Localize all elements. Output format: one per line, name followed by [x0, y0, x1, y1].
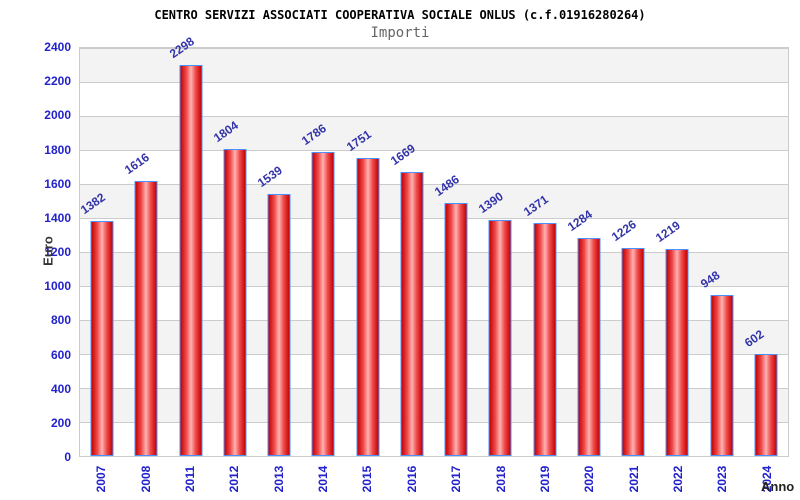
bar-slot-2016: 1669 — [387, 48, 434, 456]
x-tick-2017: 2017 — [449, 465, 464, 493]
value-label-2007: 1382 — [77, 190, 108, 218]
chart-subtitle: Importi — [370, 25, 430, 41]
bar-2021 — [621, 247, 645, 456]
x-tick-2014: 2014 — [316, 465, 331, 493]
bar-slot-2021: 1226 — [608, 48, 655, 456]
x-tick-2020: 2020 — [582, 465, 597, 493]
x-tick-slot-2021: 2021 — [612, 459, 656, 499]
bar-slot-2012: 1804 — [210, 48, 257, 456]
bar-2016 — [400, 172, 424, 456]
y-tick-600: 600 — [50, 347, 71, 362]
bar-2014 — [311, 152, 335, 456]
bar-2013 — [267, 194, 291, 456]
y-tick-800: 800 — [50, 313, 71, 328]
bar-slot-2014: 1786 — [299, 48, 345, 456]
bar-slot-2007: 1382 — [77, 48, 124, 456]
y-axis-tick-labels: 0 200 400 600 800 1000 1200 1400 1600 1800 2000 220… — [0, 40, 71, 464]
x-tick-slot-2011: 2011 — [168, 459, 212, 499]
y-tick-1000: 1000 — [44, 279, 71, 294]
value-label-2013: 1539 — [254, 163, 285, 191]
bar-slot-2020: 1284 — [564, 48, 611, 456]
value-label-2019: 1371 — [520, 192, 551, 219]
bar-2024 — [754, 353, 778, 456]
bar-slot-2015: 1751 — [343, 48, 390, 456]
y-tick-1200: 1200 — [44, 245, 71, 259]
bar-slot-2022: 1219 — [653, 48, 699, 456]
value-label-2020: 1284 — [564, 206, 595, 234]
y-tick-2000: 2000 — [44, 108, 71, 123]
x-tick-2016: 2016 — [404, 465, 419, 493]
x-tick-2013: 2013 — [271, 465, 286, 493]
bars-container: 1382 1616 2298 1804 1539 1786 1751 1669 1486 1390… — [77, 35, 788, 456]
y-axis-title: Euro — [40, 236, 56, 266]
bar-2017 — [444, 203, 468, 456]
x-tick-slot-2007: 2007 — [79, 459, 123, 499]
x-axis-title: Anno — [761, 479, 795, 494]
bar-2023 — [710, 294, 734, 456]
x-tick-2012: 2012 — [227, 465, 242, 493]
y-tick-2200: 2200 — [44, 74, 71, 89]
bar-2018 — [488, 219, 512, 456]
bar-2007 — [90, 221, 114, 456]
value-label-2008: 1616 — [122, 150, 153, 178]
value-label-2014: 1786 — [299, 121, 330, 149]
bar-slot-2018: 1390 — [476, 48, 522, 456]
x-tick-slot-2020: 2020 — [567, 459, 611, 499]
y-tick-0: 0 — [64, 450, 71, 464]
bar-2019 — [533, 222, 557, 456]
bar-2008 — [134, 181, 158, 456]
bar-slot-2017: 1486 — [431, 48, 478, 456]
x-tick-slot-2018: 2018 — [478, 459, 522, 499]
x-tick-slot-2016: 2016 — [390, 459, 434, 499]
x-tick-slot-2013: 2013 — [257, 459, 301, 499]
x-tick-2018: 2018 — [493, 465, 508, 493]
value-label-2018: 1390 — [476, 188, 507, 216]
bar-2011 — [179, 65, 203, 456]
x-tick-slot-2017: 2017 — [434, 459, 478, 499]
x-tick-2023: 2023 — [715, 465, 730, 493]
value-label-2015: 1751 — [343, 127, 374, 155]
bar-2012 — [223, 149, 247, 456]
y-tick-1600: 1600 — [44, 176, 71, 191]
y-tick-200: 200 — [50, 415, 71, 430]
x-tick-2008: 2008 — [138, 465, 153, 493]
bar-slot-2023: 948 — [697, 48, 744, 456]
x-tick-2011: 2011 — [182, 465, 197, 493]
y-tick-400: 400 — [50, 381, 71, 396]
bar-slot-2011: 2298 — [166, 35, 213, 456]
x-tick-2019: 2019 — [537, 465, 552, 493]
x-tick-2021: 2021 — [626, 465, 641, 493]
y-tick-2400: 2400 — [44, 40, 71, 54]
x-tick-2022: 2022 — [671, 465, 686, 493]
value-label-2022: 1219 — [653, 217, 684, 245]
bar-2015 — [356, 158, 380, 456]
x-tick-slot-2019: 2019 — [523, 459, 567, 499]
x-tick-slot-2022: 2022 — [656, 459, 700, 499]
x-tick-slot-2008: 2008 — [123, 459, 167, 499]
bar-slot-2019: 1371 — [520, 48, 567, 456]
x-axis-tick-labels: 2007 2008 2011 2012 2013 2014 2015 2016 2017 2018… — [79, 459, 789, 499]
value-label-2023: 948 — [697, 267, 722, 291]
bar-slot-2008: 1616 — [122, 48, 168, 456]
y-tick-1400: 1400 — [44, 210, 71, 225]
value-label-2024: 602 — [741, 326, 767, 350]
value-label-2017: 1486 — [431, 172, 462, 200]
value-label-2021: 1226 — [608, 216, 639, 244]
x-tick-slot-2015: 2015 — [345, 459, 389, 499]
plot-area: 1382 1616 2298 1804 1539 1786 1751 1669 1486 1390… — [77, 35, 789, 457]
x-tick-2007: 2007 — [94, 465, 109, 493]
bar-slot-2013: 1539 — [254, 48, 301, 456]
value-label-2012: 1804 — [210, 118, 241, 146]
bar-slot-2024: 602 — [741, 48, 788, 456]
bar-2022 — [665, 248, 689, 456]
x-tick-slot-2023: 2023 — [700, 459, 744, 499]
y-tick-1800: 1800 — [44, 142, 71, 157]
chart-title: CENTRO SERVIZI ASSOCIATI COOPERATIVA SOC… — [154, 8, 646, 22]
bar-2020 — [577, 237, 601, 456]
value-label-2016: 1669 — [387, 141, 418, 169]
x-tick-2015: 2015 — [360, 465, 375, 493]
x-tick-slot-2014: 2014 — [301, 459, 345, 499]
x-tick-slot-2012: 2012 — [212, 459, 256, 499]
